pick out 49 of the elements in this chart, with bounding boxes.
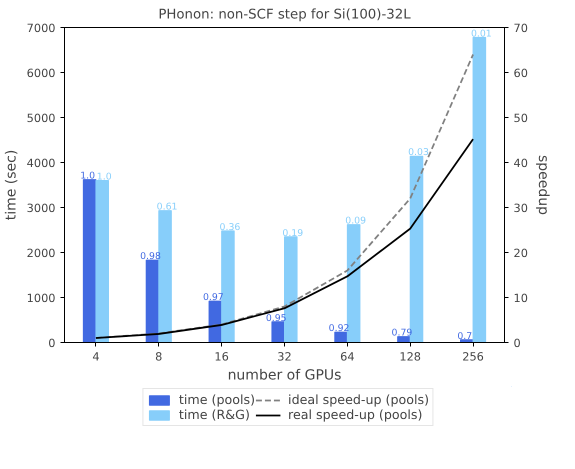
bar bbox=[346, 224, 360, 342]
legend-label: ideal speed-up (pools) bbox=[288, 392, 430, 407]
x-axis-title: number of GPUs bbox=[228, 368, 342, 384]
y2-tick-label: 10 bbox=[514, 291, 528, 305]
bar bbox=[334, 332, 348, 342]
annotation: 0.19 bbox=[282, 228, 304, 239]
y2-axis-title: speedup bbox=[534, 154, 551, 216]
annotation: 0.01 bbox=[470, 28, 492, 40]
y-tick-label: 5000 bbox=[26, 111, 56, 125]
y-tick-label: 3000 bbox=[26, 201, 56, 215]
y2-tick-label: 30 bbox=[514, 201, 528, 215]
y2-tick-label: 60 bbox=[514, 66, 528, 80]
bar bbox=[284, 236, 298, 342]
bar bbox=[472, 36, 486, 342]
annotation: 0.03 bbox=[408, 147, 429, 158]
y2-tick-label: 0 bbox=[514, 336, 521, 350]
x-tick-label: 32 bbox=[277, 350, 292, 364]
bar bbox=[221, 230, 235, 342]
legend-label: time (R&G) bbox=[178, 407, 250, 422]
y-tick-label: 1000 bbox=[26, 291, 56, 305]
y2-tick-label: 20 bbox=[514, 246, 528, 260]
y-tick-label: 7000 bbox=[26, 21, 56, 35]
x-tick-label: 128 bbox=[399, 350, 422, 364]
x-tick-label: 8 bbox=[155, 350, 162, 364]
chart-title: PHonon: non-SCF step for Si(100)-32L bbox=[158, 8, 412, 22]
y2-tick-label: 70 bbox=[514, 21, 528, 35]
y2-tick-label: 50 bbox=[514, 111, 528, 125]
legend-label: time (pools) bbox=[178, 392, 256, 407]
y2-tick-label: 40 bbox=[514, 156, 528, 170]
bar bbox=[146, 260, 160, 342]
line-series bbox=[95, 138, 474, 339]
y-tick-label: 4000 bbox=[26, 156, 56, 170]
annotation: 1.0 bbox=[80, 170, 96, 182]
annotation: 0.36 bbox=[220, 222, 240, 233]
annotation: 0.7 bbox=[457, 330, 472, 342]
bar bbox=[82, 179, 96, 342]
annotation: 1.0 bbox=[96, 172, 112, 182]
bar bbox=[95, 180, 109, 342]
y-tick-label: 2000 bbox=[26, 246, 56, 260]
annotation: 0.09 bbox=[345, 216, 366, 227]
legend-label: real speed-up (pools) bbox=[288, 407, 422, 422]
x-tick-label: 4 bbox=[92, 350, 100, 364]
y-tick-label: 6000 bbox=[26, 66, 56, 80]
y-tick-label: 0 bbox=[48, 336, 56, 350]
x-tick-label: 16 bbox=[214, 350, 229, 364]
y-axis-title: time (sec) bbox=[4, 150, 20, 220]
x-tick-label: 256 bbox=[462, 350, 484, 364]
x-tick-label: 64 bbox=[340, 350, 355, 364]
annotation: 0.61 bbox=[156, 202, 178, 213]
